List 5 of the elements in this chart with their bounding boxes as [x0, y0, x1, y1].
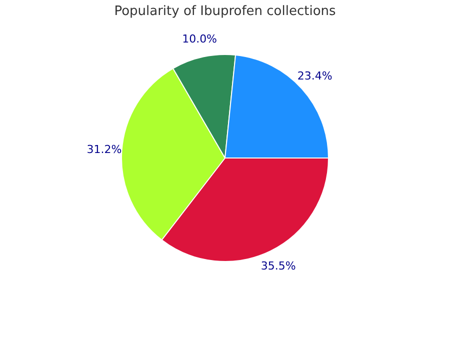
data-label: 10.0% — [182, 32, 218, 46]
data-label: 23.4% — [297, 70, 332, 83]
chart-title: Popularity of Ibuprofen collections — [113, 4, 337, 19]
data-label: 35.5% — [260, 260, 296, 273]
data-label: 31.2% — [86, 142, 122, 156]
